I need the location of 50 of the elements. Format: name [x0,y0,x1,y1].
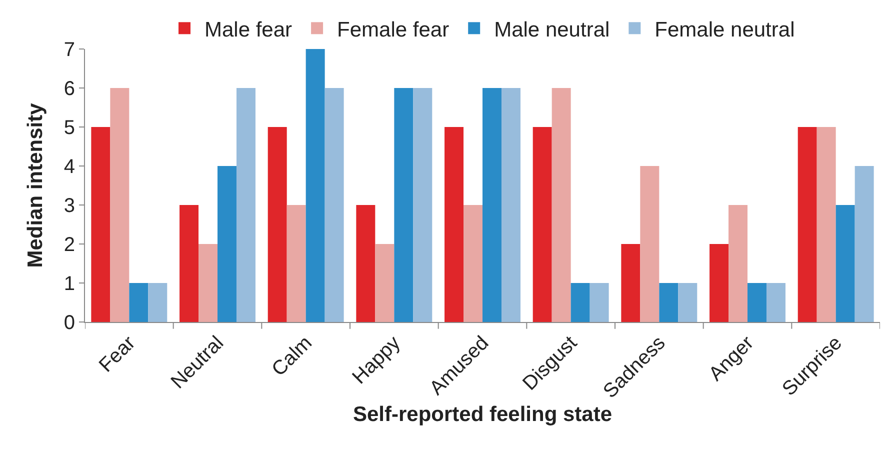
bar [532,127,552,322]
bar [552,88,571,322]
bar [728,205,748,322]
bar [570,283,590,322]
legend-label: Male neutral [494,18,610,42]
bar [306,49,325,322]
bar [816,127,836,322]
bar [621,244,640,322]
y-tick-label: 6 [64,78,75,100]
bar [236,88,256,322]
bar [129,283,148,322]
bar [91,127,110,322]
bar [836,205,855,322]
bar [766,283,786,322]
legend-label: Male fear [204,18,292,42]
bar [678,283,698,322]
y-tick-label: 5 [64,117,75,139]
bar [748,283,766,322]
bar [798,127,817,322]
y-axis-title: Median intensity [24,102,48,268]
y-tick-label: 2 [64,234,75,256]
bar [268,127,287,322]
bar [180,205,199,322]
bar [148,283,168,322]
x-axis-title: Self-reported feeling state [352,402,612,426]
bar [198,244,218,322]
bar [464,205,482,322]
bar [482,88,502,322]
y-tick-label: 0 [64,312,75,334]
bar [324,88,344,322]
bar [286,205,306,322]
bar [375,244,394,322]
legend-label: Female fear [337,18,450,42]
bar [854,166,874,322]
bar [413,88,432,322]
bar [110,88,130,322]
y-tick-label: 1 [64,273,75,295]
bar [710,244,729,322]
bar [444,127,464,322]
legend-label: Female neutral [654,18,795,42]
bar [501,88,520,322]
bar [590,283,609,322]
y-tick-label: 4 [64,156,75,178]
bar [394,88,414,322]
bar [659,283,678,322]
bar [356,205,376,322]
bar [218,166,236,322]
y-tick-label: 3 [64,195,75,217]
bar [640,166,660,322]
y-tick-label: 7 [64,39,75,61]
